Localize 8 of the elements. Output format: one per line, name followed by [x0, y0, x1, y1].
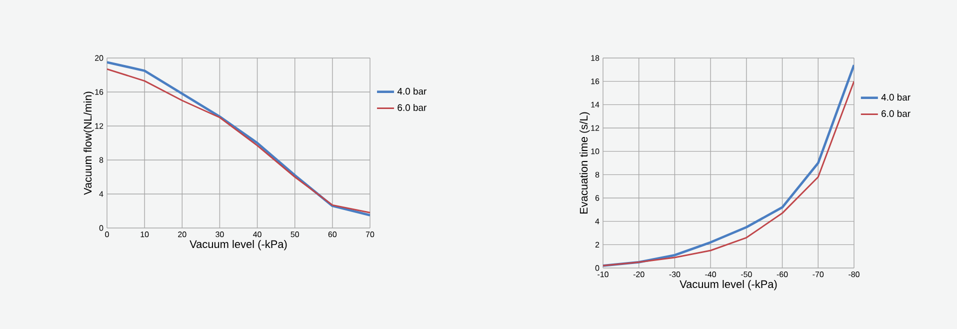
legend-label: 6.0 bar [882, 110, 910, 117]
x-axis-title: Vacuum level (-kPa) [190, 240, 287, 250]
legend-label: 4.0 bar [397, 88, 427, 95]
y-axis-title: Vacuum flow(NL/min) [84, 92, 94, 195]
legend-label: 6.0 bar [398, 104, 427, 111]
y-axis-title: Evacuation time (s/L) [580, 112, 590, 214]
legend-label: 4.0 bar [881, 94, 910, 101]
x-axis-title: Vacuum level (-kPa) [680, 280, 777, 290]
